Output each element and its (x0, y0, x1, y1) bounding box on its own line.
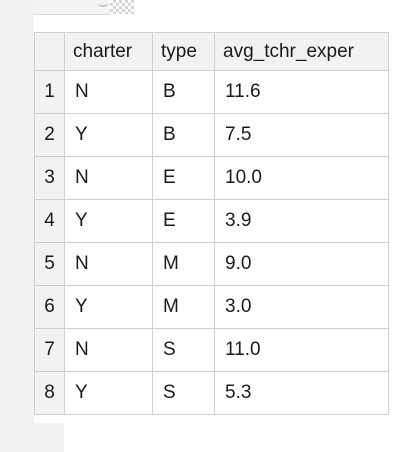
cell-charter[interactable]: Y (64, 285, 153, 329)
toolbar-panel[interactable] (34, 0, 111, 15)
cell-avg-tchr-exper[interactable]: 7.5 (214, 113, 389, 157)
row-number[interactable]: 5 (34, 242, 65, 286)
row-number[interactable]: 6 (34, 285, 65, 329)
cell-avg-tchr-exper[interactable]: 5.3 (214, 371, 389, 415)
cell-avg-tchr-exper[interactable]: 11.0 (214, 328, 389, 372)
cell-avg-tchr-exper[interactable]: 3.0 (214, 285, 389, 329)
cell-charter[interactable]: Y (64, 113, 153, 157)
transparency-pattern (110, 0, 134, 14)
cell-type[interactable]: E (152, 156, 215, 200)
row-number[interactable]: 2 (34, 113, 65, 157)
toolbar-strip (0, 0, 410, 16)
toolbar-gutter (0, 0, 34, 16)
row-number[interactable]: 7 (34, 328, 65, 372)
cell-avg-tchr-exper[interactable]: 3.9 (214, 199, 389, 243)
header-row: charter type avg_tchr_exper (34, 32, 389, 71)
table-row: 5 N M 9.0 (34, 242, 389, 286)
toolbar-icon[interactable] (98, 0, 108, 7)
table-row: 4 Y E 3.9 (34, 199, 389, 243)
cell-avg-tchr-exper[interactable]: 11.6 (214, 70, 389, 114)
row-number[interactable]: 1 (34, 70, 65, 114)
column-header-avg-tchr-exper[interactable]: avg_tchr_exper (214, 32, 389, 71)
cell-avg-tchr-exper[interactable]: 9.0 (214, 242, 389, 286)
cell-type[interactable]: B (152, 113, 215, 157)
cell-type[interactable]: M (152, 285, 215, 329)
table-row: 8 Y S 5.3 (34, 371, 389, 415)
cell-type[interactable]: E (152, 199, 215, 243)
cell-charter[interactable]: N (64, 328, 153, 372)
column-header-charter[interactable]: charter (64, 32, 153, 71)
row-header-empty-area (34, 423, 64, 452)
cell-avg-tchr-exper[interactable]: 10.0 (214, 156, 389, 200)
cell-charter[interactable]: N (64, 70, 153, 114)
column-header-type[interactable]: type (152, 32, 215, 71)
cell-type[interactable]: S (152, 328, 215, 372)
table-row: 2 Y B 7.5 (34, 113, 389, 157)
table-row: 3 N E 10.0 (34, 156, 389, 200)
cell-charter[interactable]: N (64, 242, 153, 286)
cell-charter[interactable]: N (64, 156, 153, 200)
left-gutter (0, 16, 34, 452)
table-row: 7 N S 11.0 (34, 328, 389, 372)
row-number[interactable]: 3 (34, 156, 65, 200)
row-number[interactable]: 4 (34, 199, 65, 243)
cell-type[interactable]: M (152, 242, 215, 286)
table-row: 1 N B 11.6 (34, 70, 389, 114)
table-row: 6 Y M 3.0 (34, 285, 389, 329)
cell-type[interactable]: S (152, 371, 215, 415)
corner-cell[interactable] (34, 32, 65, 71)
cell-charter[interactable]: Y (64, 199, 153, 243)
results-grid: charter type avg_tchr_exper 1 N B 11.6 2… (34, 32, 389, 415)
cell-type[interactable]: B (152, 70, 215, 114)
row-number[interactable]: 8 (34, 371, 65, 415)
cell-charter[interactable]: Y (64, 371, 153, 415)
